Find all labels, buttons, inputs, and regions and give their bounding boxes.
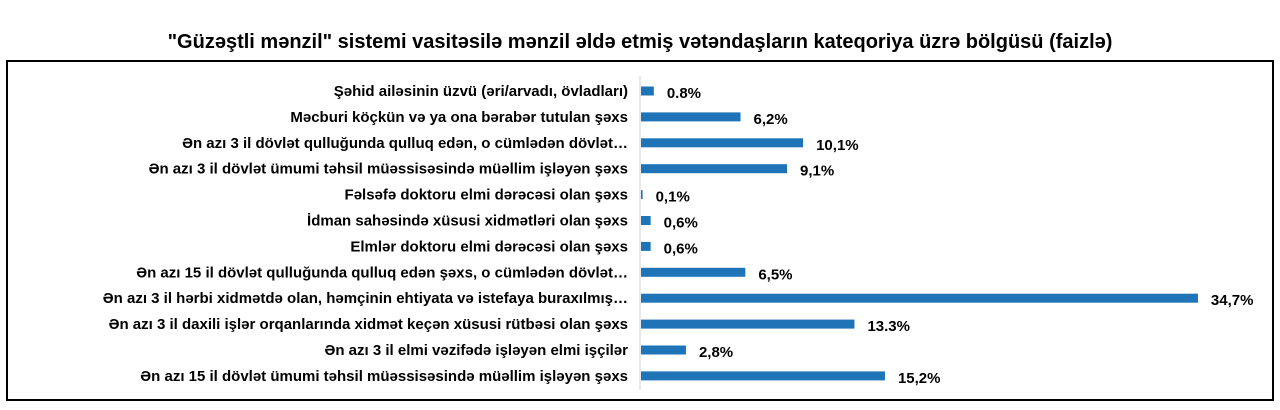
value-label: 2,8% <box>699 344 733 361</box>
bar <box>641 190 643 200</box>
bar <box>641 138 804 148</box>
bar <box>641 164 788 174</box>
value-label: 6,5% <box>758 266 792 283</box>
bar <box>641 345 686 355</box>
category-label: Ən azı 3 il dövlət qulluğunda qulluq edə… <box>182 135 628 152</box>
bar <box>641 293 1198 303</box>
category-label: Ən azı 15 il dövlət qulluğunda qulluq ed… <box>136 264 628 281</box>
value-label: 0,6% <box>664 240 698 257</box>
category-label: Ən azı 3 il elmi vəzifədə işləyən elmi i… <box>324 342 628 359</box>
chart-title: "Güzəştli mənzil" sistemi vasitəsilə mən… <box>167 31 1113 53</box>
value-label: 34,7% <box>1211 292 1254 309</box>
bar <box>641 241 651 251</box>
category-label: Elmlər doktoru elmi dərəcəsi olan şəxs <box>350 238 628 255</box>
bar-chart: Şəhid ailəsinin üzvü (əri/arvadı, övladl… <box>103 76 1254 390</box>
value-labels: 0.8% 6,2% 10,1% 9,1% 0,1% 0,6% 0,6% 6,5% 34,7% 13… <box>656 85 1254 387</box>
category-label: Ən azı 3 il hərbi xidmətdə olan, həmçini… <box>103 290 628 307</box>
chart-frame: Şəhid ailəsinin üzvü (əri/arvadı, övladl… <box>6 60 1274 401</box>
category-label: İdman sahəsində xüsusi xidmətləri olan ş… <box>307 213 628 230</box>
category-label: Məcburi köçkün və ya ona bərabər tutulan… <box>290 109 628 126</box>
bars <box>641 86 1198 381</box>
value-label: 13.3% <box>867 318 910 335</box>
category-label: Ən azı 15 il dövlət ümumi təhsil müəssis… <box>140 368 628 385</box>
category-label: Şəhid ailəsinin üzvü (əri/arvadı, övladl… <box>334 83 628 100</box>
value-label: 9,1% <box>800 163 834 180</box>
category-label: Fəlsəfə doktoru elmi dərəcəsi olan şəxs <box>345 187 628 204</box>
category-labels: Şəhid ailəsinin üzvü (əri/arvadı, övladl… <box>103 83 628 385</box>
value-label: 0.8% <box>667 85 701 102</box>
bar <box>641 267 746 277</box>
category-label: Ən azı 3 il daxili işlər orqanlarında xi… <box>109 316 628 333</box>
category-label: Ən azı 3 il dövlət ümumi təhsil müəssisə… <box>149 161 628 178</box>
value-label: 10,1% <box>816 137 859 154</box>
bar <box>641 86 654 96</box>
value-label: 15,2% <box>898 370 941 387</box>
value-label: 0,6% <box>664 215 698 232</box>
bar <box>641 216 651 225</box>
bar <box>641 371 885 381</box>
value-label: 0,1% <box>656 189 690 206</box>
bar <box>641 319 855 329</box>
bar <box>641 112 741 122</box>
value-label: 6,2% <box>754 111 788 128</box>
